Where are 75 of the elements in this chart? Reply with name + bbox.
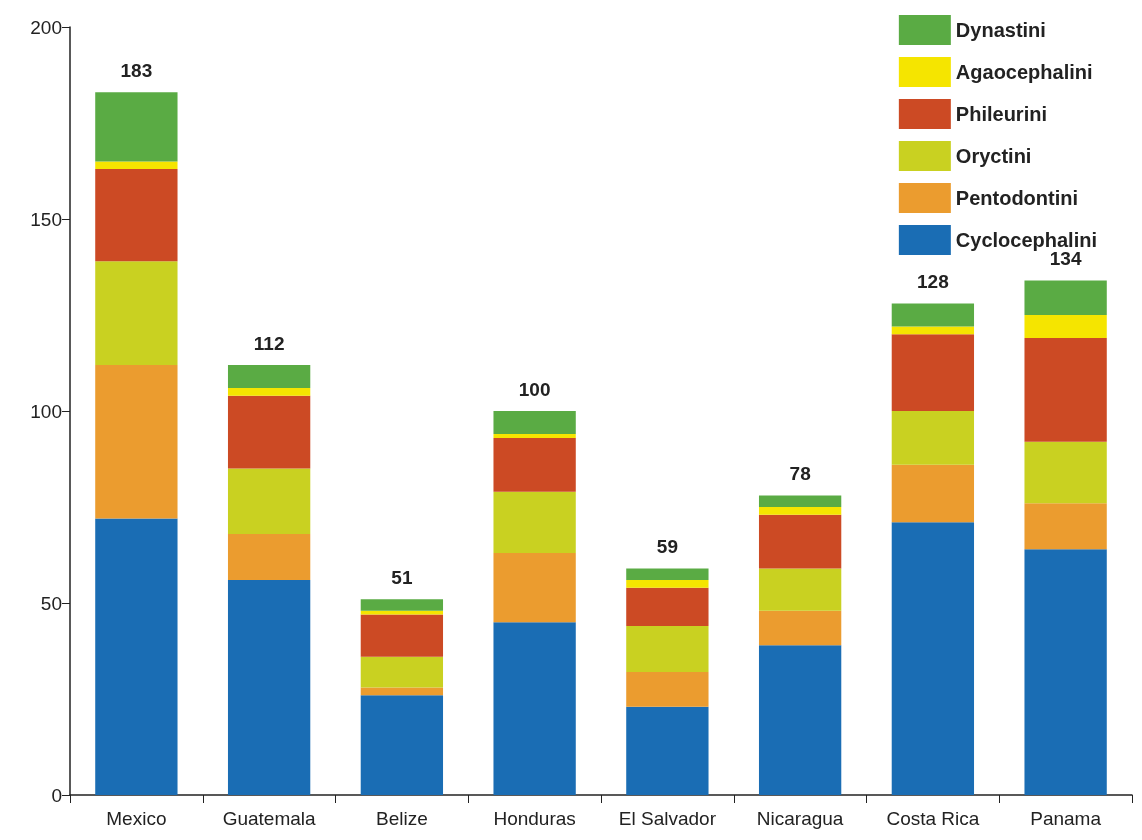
bar <box>95 92 178 162</box>
total-label: 59 <box>656 536 678 558</box>
bar <box>758 507 842 515</box>
bar <box>758 495 842 507</box>
total-label: 183 <box>120 60 153 82</box>
bar <box>758 610 842 646</box>
bar <box>1024 280 1107 315</box>
total-label: 78 <box>789 463 811 485</box>
bar <box>95 161 178 170</box>
bar <box>626 626 709 673</box>
bar <box>227 364 311 388</box>
bar <box>227 579 311 795</box>
legend-label: Oryctini <box>955 145 1032 167</box>
total-label: 128 <box>917 271 949 293</box>
y-tick-label: 200 <box>30 16 62 38</box>
legend-label: Pentodontini <box>955 187 1079 209</box>
x-tick-label: El Salvador <box>618 808 717 829</box>
bar <box>95 518 178 795</box>
legend-label: Dynastini <box>955 19 1046 41</box>
bar <box>1024 549 1107 795</box>
bar <box>891 326 975 335</box>
bar <box>758 568 842 611</box>
bar <box>758 514 842 569</box>
bar <box>626 579 709 588</box>
bar <box>227 533 311 580</box>
bar <box>360 614 444 657</box>
x-tick-label: Costa Rica <box>886 808 980 829</box>
bar <box>493 434 576 438</box>
legend-label: Phileurini <box>955 103 1047 125</box>
bar <box>626 568 709 580</box>
bar <box>227 387 311 396</box>
bar <box>360 695 444 795</box>
total-label: 100 <box>518 379 551 400</box>
y-tick-label: 150 <box>30 208 62 230</box>
bar <box>360 610 444 615</box>
bar <box>1024 441 1107 504</box>
bar <box>227 395 311 469</box>
legend-label: Cyclocephalini <box>955 229 1097 251</box>
bar <box>95 364 178 519</box>
bar <box>1024 503 1107 550</box>
bar <box>493 553 576 623</box>
x-tick-label: Belize <box>376 808 428 829</box>
total-label: 51 <box>391 567 413 589</box>
bar <box>626 587 709 627</box>
bar <box>1024 338 1107 442</box>
bar <box>1024 315 1107 339</box>
bar <box>626 706 709 795</box>
y-tick-label: 100 <box>30 400 62 422</box>
x-tick-label: Guatemala <box>222 808 317 829</box>
x-tick-label: Mexico <box>106 808 167 829</box>
total-label: 112 <box>253 332 285 354</box>
x-tick-label: Nicaragua <box>756 808 844 829</box>
bar <box>891 334 975 411</box>
legend-label: Agaocephalini <box>955 61 1093 83</box>
bar <box>493 622 576 795</box>
bar <box>626 672 709 707</box>
bar <box>360 599 444 611</box>
bar <box>891 522 975 795</box>
bar <box>493 491 576 554</box>
bar <box>493 411 576 435</box>
bar <box>360 687 444 696</box>
y-tick-label: 50 <box>40 592 62 614</box>
bar <box>95 261 178 365</box>
bar <box>227 468 311 534</box>
bar <box>758 645 842 795</box>
bar <box>891 411 975 465</box>
x-tick-label: Panama <box>1030 808 1102 829</box>
bar <box>95 169 178 262</box>
total-label: 134 <box>1049 248 1082 270</box>
bar <box>360 656 444 688</box>
bar <box>891 303 975 327</box>
y-tick-label: 0 <box>51 784 62 806</box>
bar <box>891 464 975 523</box>
x-tick-label: Honduras <box>493 808 576 829</box>
bar <box>493 437 576 492</box>
